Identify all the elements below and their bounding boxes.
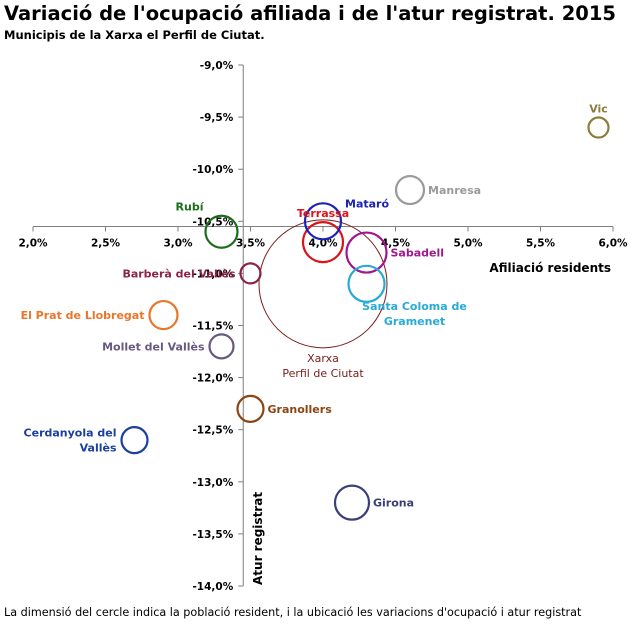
point-label: Santa Coloma de Gramenet (362, 300, 467, 328)
point-label: Vic (589, 103, 608, 116)
point-label: Xarxa Perfil de Ciutat (282, 352, 364, 380)
point-label: Mataró (345, 197, 389, 210)
point-label: Rubí (176, 201, 205, 214)
bubble-point (239, 262, 262, 285)
point-label: Manresa (428, 184, 481, 197)
y-axis-title: Atur registrat (251, 492, 265, 585)
bubble-point (236, 394, 265, 423)
x-tick-label: 3,5% (236, 238, 266, 250)
y-tick-label: -12,0% (192, 373, 233, 385)
x-tick-label: 2,0% (18, 238, 48, 250)
point-label: Sabadell (391, 247, 445, 260)
y-tick-label: -13,0% (192, 477, 233, 489)
point-label: Granollers (268, 403, 333, 416)
x-tick-label: 5,5% (526, 238, 556, 250)
bubble-point (258, 219, 388, 349)
chart-footnote: La dimensió del cercle indica la poblaci… (4, 606, 582, 619)
point-label: Cerdanyola del Vallès (24, 427, 117, 455)
y-tick-label: -11,0% (192, 268, 233, 280)
bubbles (120, 116, 610, 521)
y-tick-label: -14,0% (192, 581, 233, 593)
point-label: Terrassa (297, 207, 349, 220)
bubble-point (120, 426, 149, 455)
point-label: Girona (373, 497, 414, 510)
chart-title: Variació de l'ocupació afiliada i de l'a… (4, 2, 616, 25)
point-label: Barberà del Vallès (122, 267, 236, 280)
y-tick-label: -13,5% (192, 529, 233, 541)
y-tick-label: -10,0% (192, 164, 233, 176)
x-tick-label: 2,5% (91, 238, 121, 250)
x-tick-label: 4,0% (308, 238, 338, 250)
y-tick-label: -10,5% (192, 216, 233, 228)
y-tick-label: -12,5% (192, 425, 233, 437)
y-tick-label: -9,5% (200, 112, 234, 124)
chart-subtitle: Municipis de la Xarxa el Perfil de Ciuta… (4, 28, 265, 42)
bubble-point (394, 174, 426, 206)
bubble-point (301, 221, 345, 264)
bubble-point (587, 116, 610, 139)
x-tick-label: 5,0% (453, 238, 483, 250)
x-tick-label: 4,5% (381, 238, 411, 250)
bubble-point (208, 333, 235, 360)
bubble-point (148, 299, 179, 331)
bubble-point (303, 202, 343, 241)
y-tick-label: -11,5% (192, 321, 233, 333)
y-tick-label: -9,0% (200, 60, 234, 72)
point-label: El Prat de Llobregat (21, 309, 145, 322)
bubble-point (347, 264, 386, 303)
point-label: Mollet del Vallès (102, 340, 205, 353)
x-tick-label: 6,0% (598, 238, 628, 250)
bubble-point (204, 214, 239, 249)
x-axis-title: Afiliació residents (489, 261, 611, 275)
bubble-point (333, 484, 371, 521)
axes: 2,0% 2,5% 3,0% 3,5% 4,0% 4,5% 5,0% 5,5% 6,0% -9,0… (18, 60, 628, 593)
bubble-point (345, 231, 388, 274)
x-tick-label: 3,0% (163, 238, 193, 250)
